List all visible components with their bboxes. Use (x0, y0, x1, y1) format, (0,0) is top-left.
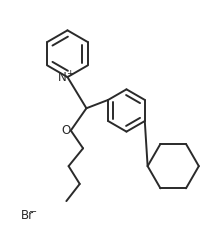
Text: Br: Br (21, 209, 34, 222)
Text: −: − (29, 208, 37, 217)
Text: O: O (61, 124, 71, 137)
Text: N: N (58, 71, 66, 84)
Text: +: + (66, 69, 73, 78)
